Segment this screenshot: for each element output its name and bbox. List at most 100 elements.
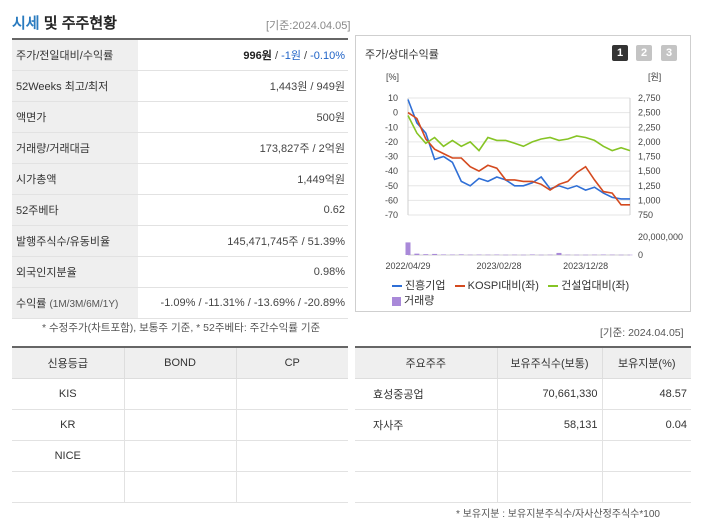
- cell: [12, 471, 124, 503]
- volume-bar: [529, 254, 535, 255]
- page-title: 시세 및 주주현황: [12, 12, 117, 33]
- right-tick-label: 1,500: [638, 166, 661, 176]
- volume-bar: [600, 254, 606, 256]
- shareholder-name: 효성중공업: [355, 378, 497, 410]
- x-tick-label: 2023/02/28: [476, 261, 521, 271]
- table-row: 수익률 (1M/3M/6M/1Y) -1.09% / -11.31% / -13…: [12, 287, 348, 319]
- volume-bar: [512, 254, 518, 256]
- table-row: 효성중공업 70,661,330 48.57: [355, 378, 691, 410]
- table-row: 액면가 500원: [12, 101, 348, 133]
- ownership-pct: [601, 471, 691, 503]
- volume-bar: [405, 242, 411, 255]
- cell: KIS: [12, 378, 124, 410]
- volume-bar: [449, 254, 455, 256]
- x-tick-label: 2022/04/29: [385, 261, 430, 271]
- cell: [123, 440, 236, 472]
- right-tick-label: 2,500: [638, 108, 661, 118]
- volume-bar: [538, 254, 544, 256]
- cell: [123, 471, 236, 503]
- volume-bar: [583, 254, 589, 256]
- cell: [235, 378, 348, 410]
- volume-bar: [591, 254, 597, 256]
- legend-swatch: [392, 285, 402, 288]
- table-row: 52주베타 0.62: [12, 194, 348, 226]
- right-tick-label: 2,000: [638, 137, 661, 147]
- left-axis-unit: [%]: [386, 72, 399, 82]
- return-period-label: (1M/3M/6M/1Y): [49, 298, 119, 310]
- right-tick-label: 1,000: [638, 195, 661, 205]
- ownership-pct: [601, 440, 691, 472]
- separator: /: [300, 49, 311, 62]
- table-header-row: 신용등급 BOND CP: [12, 347, 348, 379]
- col-header: 주요주주: [355, 347, 497, 379]
- price-table: 주가/전일대비/수익률 996원 / -1원 / -0.10% 52Weeks …: [12, 38, 348, 319]
- page-title-rest: 및 주주현황: [43, 15, 117, 32]
- row-value: 996원 / -1원 / -0.10%: [138, 39, 348, 71]
- page-title-main: 시세: [12, 15, 40, 32]
- series-line-2: [407, 111, 630, 206]
- cell: KR: [12, 409, 124, 441]
- legend-swatch: [548, 285, 559, 288]
- reference-date: [기준:2024.04.05]: [266, 20, 351, 32]
- table-row: 외국인지분율 0.98%: [12, 256, 348, 288]
- row-label: 시가총액: [12, 163, 138, 195]
- row-value: -1.09% / -11.31% / -13.69% / -20.89%: [138, 287, 348, 319]
- row-label: 52Weeks 최고/최저: [12, 70, 138, 102]
- shareholder-name: [355, 471, 497, 503]
- credit-rating-table: 신용등급 BOND CP KIS KR NICE: [12, 346, 348, 503]
- volume-bar: [556, 252, 562, 255]
- volume-bar: [503, 254, 509, 256]
- legend-label: 거래량: [404, 295, 435, 307]
- relative-return-chart: [%] [원] 10 2,750 0 2,500 -10 2,250 -20 2,000 -30 1,…: [385, 72, 683, 271]
- cell: [123, 409, 236, 441]
- volume-bar: [432, 253, 438, 255]
- cell: [235, 471, 348, 503]
- cell: [235, 409, 348, 441]
- left-tick-label: 10: [388, 93, 398, 103]
- series-line-3: [407, 115, 631, 152]
- right-tick-label: 1,750: [638, 152, 661, 162]
- legend-item: 거래량: [392, 295, 434, 307]
- price-value: 996원: [243, 49, 272, 62]
- legend-item: 건설업대비(좌): [548, 280, 629, 292]
- volume-bar: [441, 254, 447, 255]
- row-value: 173,827주 / 2억원: [138, 132, 348, 164]
- table-row: [12, 471, 348, 503]
- left-tick-label: -10: [385, 122, 398, 132]
- legend-item: KOSPI대비(좌): [454, 280, 539, 292]
- table-row: NICE: [12, 440, 348, 472]
- left-tick-label: -50: [385, 181, 398, 191]
- row-value: 0.98%: [138, 256, 348, 288]
- left-tick-label: -70: [385, 210, 398, 220]
- volume-bar: [467, 254, 473, 256]
- chart-tab-3[interactable]: 3: [661, 45, 677, 61]
- row-value: 1,449억원: [138, 163, 348, 195]
- shares-held: [496, 471, 602, 503]
- chart-panel: [355, 35, 691, 312]
- row-value: 1,443원 / 949원: [138, 70, 348, 102]
- row-label: 발행주식수/유동비율: [12, 225, 138, 257]
- shareholder-table-note: * 보유지분 : 보유지분주식수/자사산정주식수*100: [456, 509, 660, 520]
- legend-label: KOSPI대비(좌): [467, 280, 539, 292]
- right-tick-label: 2,750: [638, 93, 661, 103]
- legend-item: 진흥기업: [392, 280, 445, 292]
- legend-swatch: [392, 296, 401, 306]
- series-line-1: [407, 99, 630, 200]
- table-row: [355, 471, 691, 503]
- legend-label: 건설업대비(좌): [561, 280, 630, 292]
- col-header: BOND: [123, 347, 236, 379]
- right-tick-label: 750: [638, 210, 653, 220]
- table-row: 발행주식수/유동비율 145,471,745주 / 51.39%: [12, 225, 348, 257]
- table-row: 52Weeks 최고/최저 1,443원 / 949원: [12, 70, 348, 102]
- chart-legend-row-2: 거래량: [392, 292, 434, 308]
- table-row: [355, 440, 691, 472]
- row-label: 거래량/거래대금: [12, 132, 138, 164]
- chart-tab-1[interactable]: 1: [612, 45, 628, 61]
- right-tick-label: 1,250: [638, 181, 661, 191]
- legend-label: 진흥기업: [405, 280, 446, 292]
- return-value: -0.10%: [310, 49, 345, 62]
- shareholder-name: [355, 440, 497, 472]
- change-value: -1원: [281, 49, 301, 62]
- row-label: 주가/전일대비/수익률: [12, 39, 138, 71]
- chart-tab-2[interactable]: 2: [636, 45, 652, 61]
